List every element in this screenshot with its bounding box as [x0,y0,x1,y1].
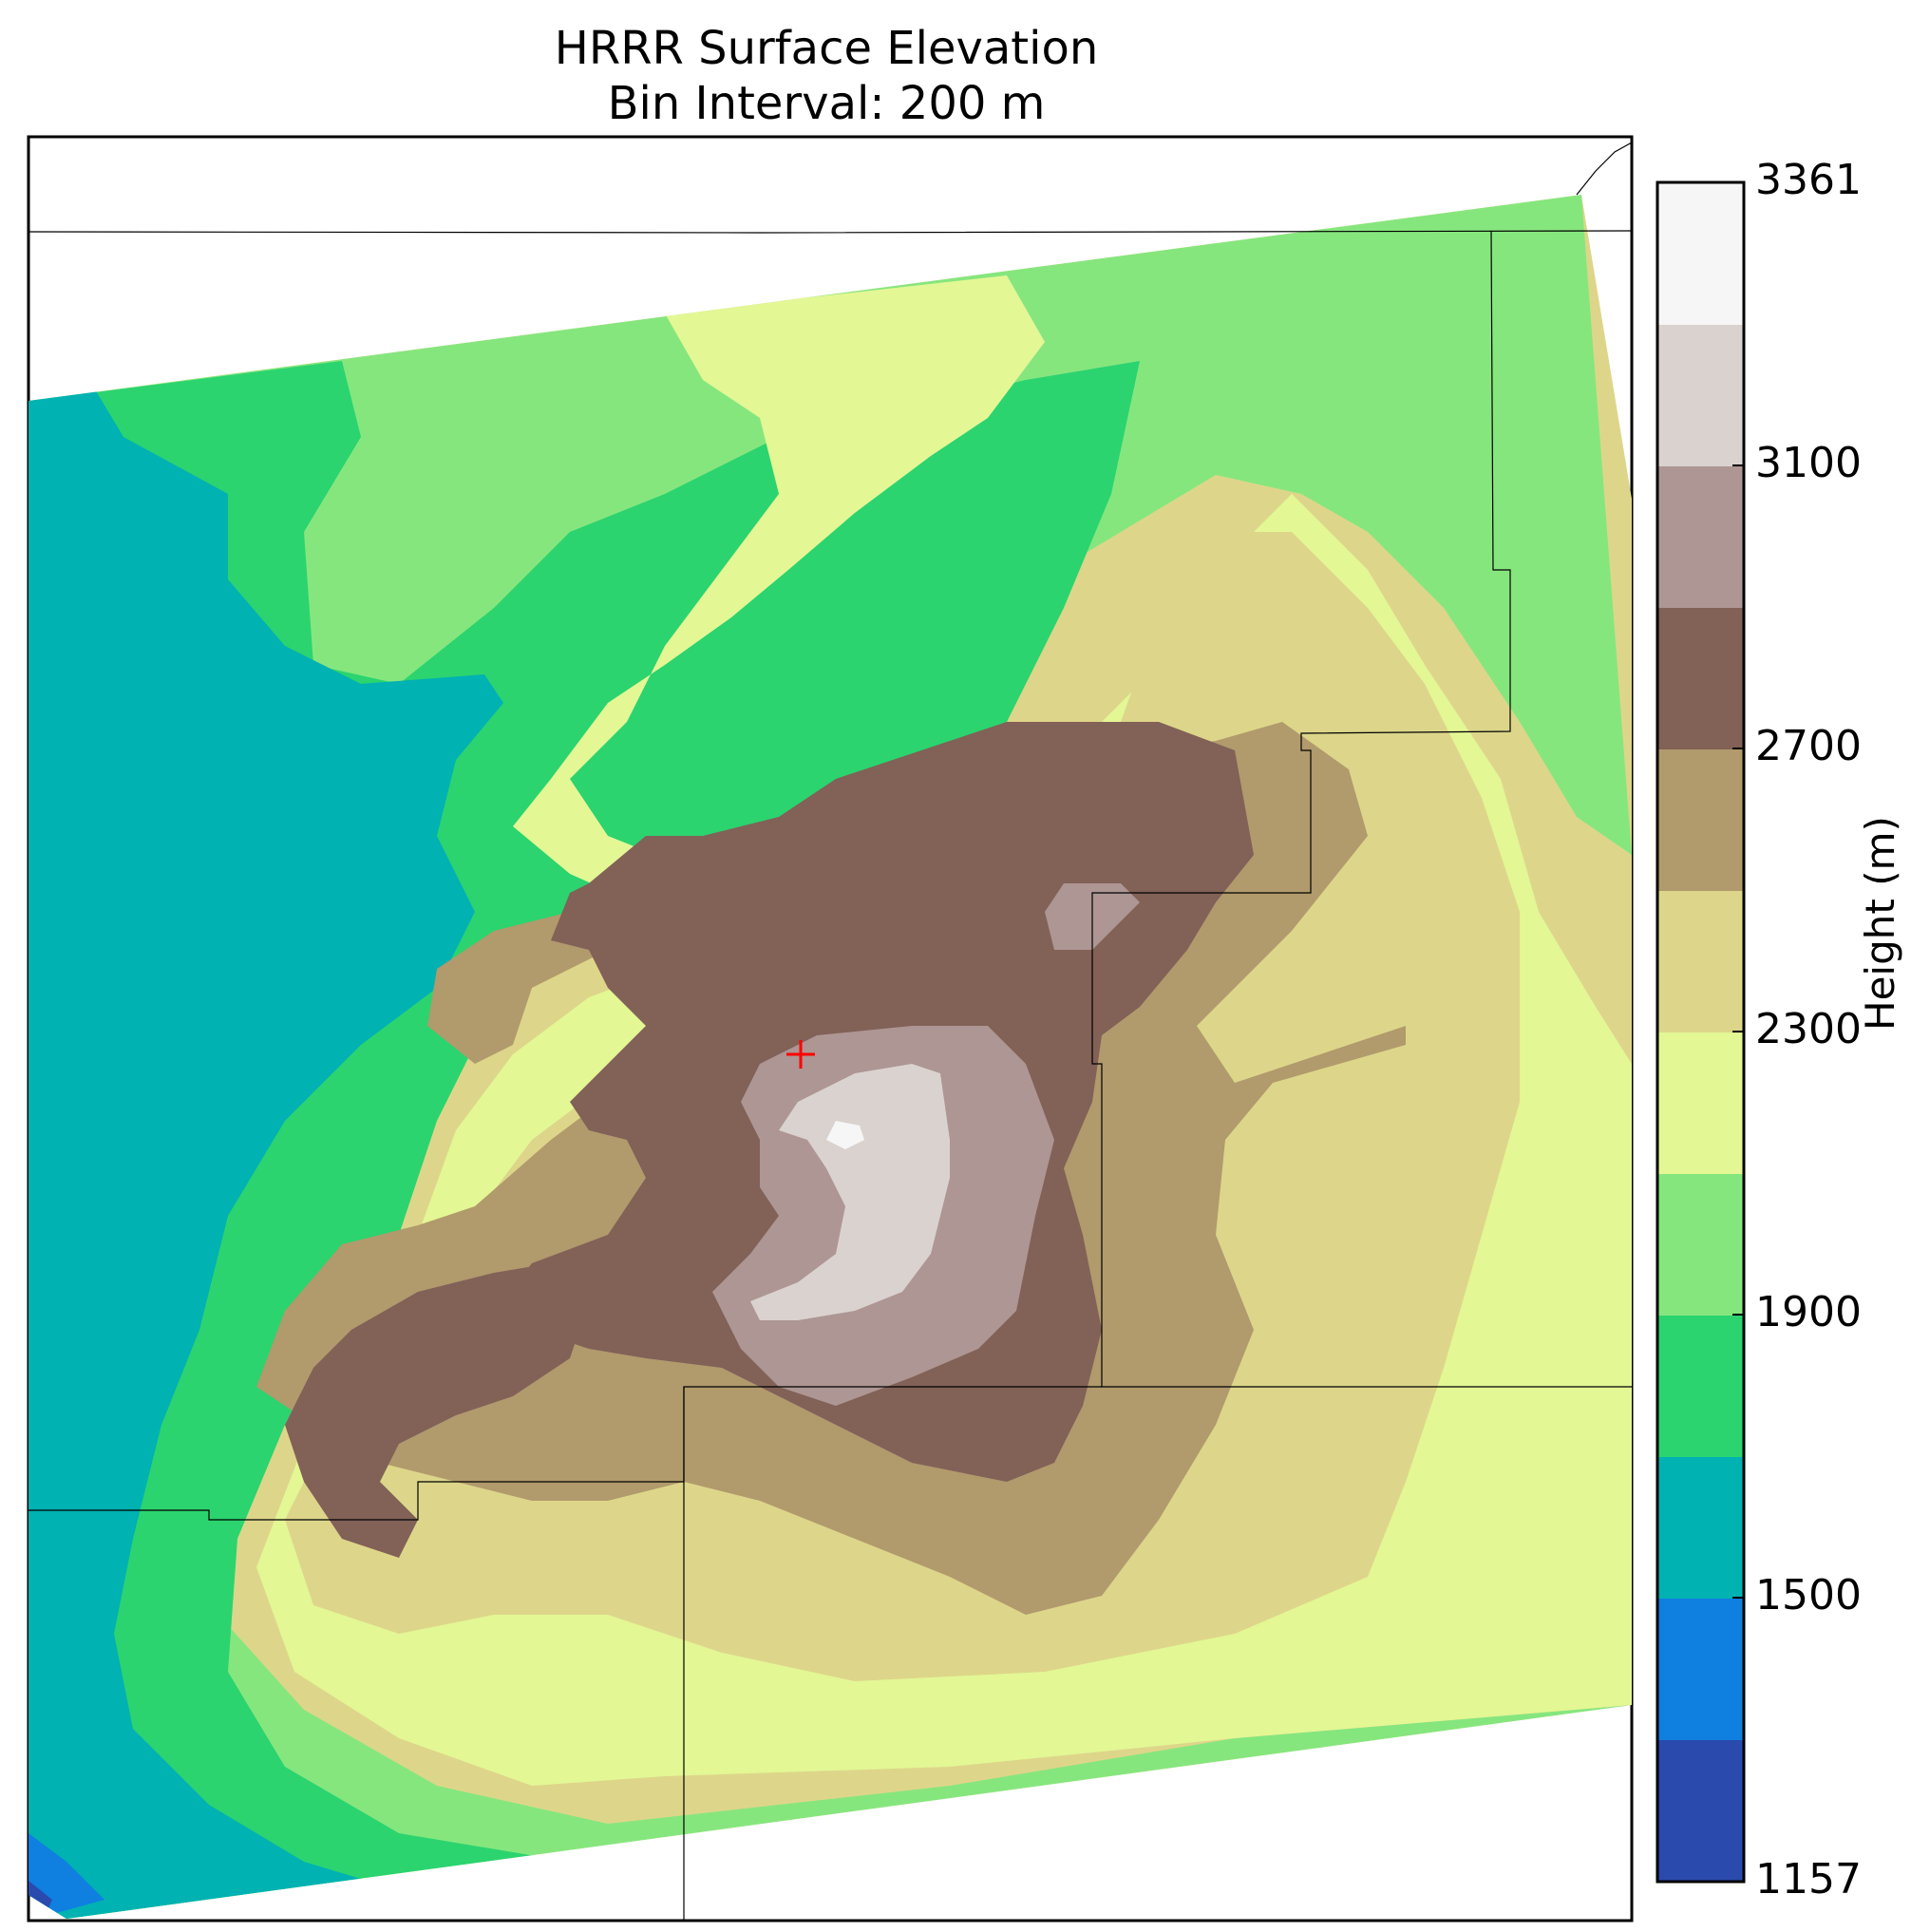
colorbar-tick-2700: 2700 [1755,722,1862,770]
colorbar-swatch-1700 [1657,1315,1744,1457]
state-boundaries [28,142,1633,1921]
location-marker [786,1040,815,1069]
colorbar-tick-2300: 2300 [1755,1005,1862,1053]
colorbar-tick-1900: 1900 [1755,1288,1862,1336]
colorbar-swatch-2500 [1657,748,1744,891]
colorbar-tick-3361: 3361 [1755,156,1862,204]
colorbar-swatch-3100 [1657,324,1744,466]
colorbar-tick-1500: 1500 [1755,1571,1862,1619]
colorbar-swatch-2900 [1657,465,1744,608]
contour-1500-band [28,389,503,1919]
contour-2700-sw-lobe [285,1263,589,1558]
colorbar-tick-3100: 3100 [1755,439,1862,487]
colorbar-swatch-1157 [1657,1739,1744,1882]
contour-3100-band [750,1064,950,1320]
colorbar-swatch-1300 [1657,1598,1744,1740]
contour-3300-summit [826,1121,864,1149]
colorbar-ticks [1732,464,1744,1599]
colorbar-swatch-2700 [1657,607,1744,749]
colorbar-swatch-3300 [1657,182,1744,325]
colorbar-swatch-1500 [1657,1456,1744,1599]
elevation-contours [28,195,1632,1919]
colorbar-swatch-2300 [1657,890,1744,1032]
colorbar [1656,180,1746,1884]
colorbar-swatch-1900 [1657,1173,1744,1316]
colorbar-tick-1157: 1157 [1755,1855,1862,1904]
colorbar-swatch-2100 [1657,1032,1744,1174]
map-title-line1: HRRR Surface Elevation [554,22,1099,75]
contour-1900-band [28,195,1632,1919]
colorbar-axis-label: Height (m) [1857,816,1903,1031]
map-title-line2: Bin Interval: 200 m [607,77,1046,130]
